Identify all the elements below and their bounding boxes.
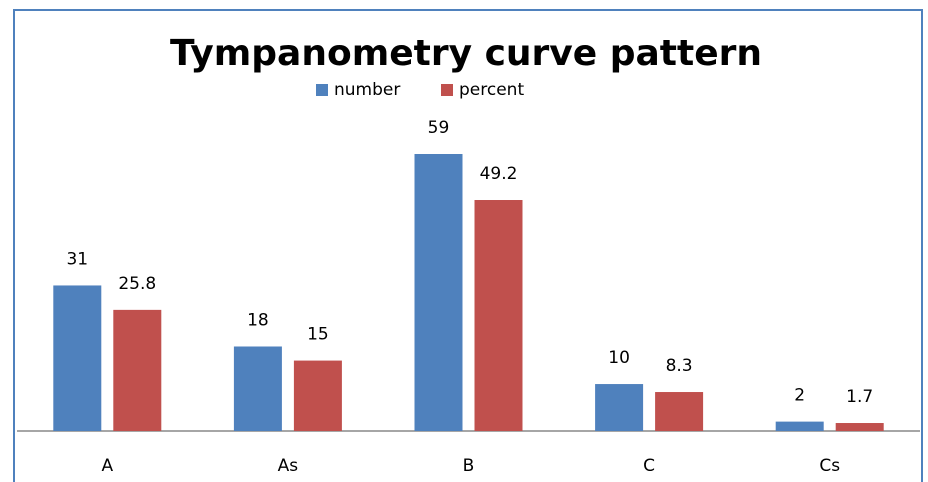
data-label: 25.8 — [118, 274, 156, 294]
legend-label: percent — [459, 80, 524, 100]
bar — [474, 200, 523, 431]
x-tick-label: Cs — [819, 456, 840, 476]
x-tick-label: A — [101, 456, 113, 476]
data-label: 2 — [794, 386, 805, 406]
chart-frame — [13, 9, 923, 482]
data-label: 49.2 — [480, 164, 518, 184]
data-label: 8.3 — [666, 356, 693, 376]
data-label: 1.7 — [846, 387, 873, 407]
bar — [233, 346, 282, 431]
legend-swatch — [441, 84, 453, 96]
data-label: 59 — [428, 118, 450, 138]
bar — [113, 309, 162, 431]
x-tick-label: B — [463, 456, 475, 476]
bar — [293, 360, 342, 431]
bar — [835, 423, 884, 431]
chart-title: Tympanometry curve pattern — [170, 33, 762, 74]
x-tick-label: C — [643, 456, 655, 476]
data-label: 10 — [608, 348, 630, 368]
bar — [53, 285, 102, 431]
data-label: 15 — [307, 325, 329, 345]
bar — [595, 384, 644, 431]
data-label: 18 — [247, 310, 269, 330]
bar — [414, 154, 463, 431]
data-label: 31 — [66, 249, 88, 269]
bar — [775, 421, 824, 431]
legend-swatch — [316, 84, 328, 96]
bar — [655, 392, 704, 431]
legend-label: number — [334, 80, 400, 100]
x-tick-label: As — [278, 456, 299, 476]
